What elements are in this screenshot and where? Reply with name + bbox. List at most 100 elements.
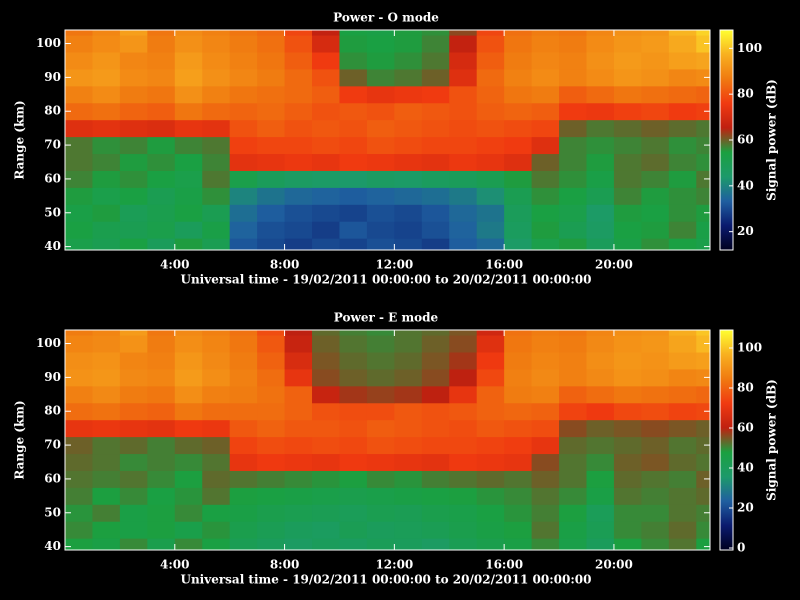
cell <box>174 521 203 539</box>
cell <box>147 204 176 222</box>
cell <box>65 402 93 421</box>
cell <box>284 335 313 353</box>
cell <box>421 221 450 239</box>
cell <box>312 385 340 404</box>
cell <box>668 187 697 205</box>
cell <box>613 402 642 421</box>
cell <box>312 204 340 222</box>
cell <box>394 221 423 239</box>
cell <box>312 68 340 87</box>
cell <box>394 204 423 222</box>
cell <box>586 35 615 53</box>
cell <box>668 352 697 370</box>
cell <box>531 436 560 455</box>
cell <box>641 453 670 471</box>
cell <box>174 335 203 353</box>
cell <box>92 85 121 104</box>
cell <box>696 504 710 522</box>
cell <box>476 153 505 171</box>
cell <box>312 330 340 336</box>
cell <box>174 119 203 138</box>
cell <box>174 35 203 53</box>
cell <box>65 52 93 70</box>
cell <box>559 385 587 404</box>
cell <box>284 352 313 370</box>
cell <box>366 368 395 387</box>
cell <box>476 521 505 539</box>
y-tick-label: 80 <box>44 104 61 118</box>
cell <box>92 153 121 171</box>
cell <box>65 136 93 155</box>
cell <box>586 330 615 336</box>
cell <box>257 470 286 488</box>
cell <box>696 30 710 36</box>
cell <box>504 487 533 505</box>
cell <box>696 68 710 87</box>
cell <box>613 330 642 336</box>
x-tick-label: 12:00 <box>375 258 413 272</box>
cell <box>696 153 710 171</box>
cell <box>229 335 258 353</box>
cell <box>586 470 615 488</box>
cell <box>531 119 560 138</box>
cell <box>366 419 395 438</box>
cell <box>339 487 368 505</box>
cell <box>366 119 395 138</box>
cell <box>119 470 148 488</box>
cell <box>449 238 478 250</box>
cell <box>696 85 710 104</box>
cell <box>257 204 286 222</box>
cell <box>421 419 450 438</box>
cell <box>312 470 340 488</box>
cell <box>613 68 642 87</box>
cell <box>449 30 478 36</box>
y-axis-title: Range (km) <box>13 100 27 179</box>
cell <box>257 487 286 505</box>
cell <box>586 85 615 104</box>
y-tick-label: 80 <box>44 404 61 418</box>
cell <box>65 335 93 353</box>
cell <box>559 419 587 438</box>
cell <box>613 52 642 70</box>
cell <box>421 187 450 205</box>
cell <box>641 436 670 455</box>
cell <box>147 521 176 539</box>
cell <box>586 119 615 138</box>
cell <box>476 368 505 387</box>
colorbar-tick-label: 60 <box>737 133 754 147</box>
cell <box>312 453 340 471</box>
cell <box>119 538 148 550</box>
cell <box>174 153 203 171</box>
cell <box>147 538 176 550</box>
cell <box>92 453 121 471</box>
cell <box>366 538 395 550</box>
cell <box>366 204 395 222</box>
cell <box>339 504 368 522</box>
cell <box>65 521 93 539</box>
cell <box>284 402 313 421</box>
cell <box>92 352 121 370</box>
cell <box>613 102 642 121</box>
cell <box>394 119 423 138</box>
cell <box>504 335 533 353</box>
cell <box>174 102 203 121</box>
cell <box>119 221 148 239</box>
cell <box>119 385 148 404</box>
cell <box>312 119 340 138</box>
cell <box>147 419 176 438</box>
cell <box>531 453 560 471</box>
cell <box>421 335 450 353</box>
cell <box>394 238 423 250</box>
cell <box>284 521 313 539</box>
cell <box>147 385 176 404</box>
cell <box>202 368 231 387</box>
cell <box>366 436 395 455</box>
cell <box>696 187 710 205</box>
x-tick-label: 20:00 <box>595 558 633 572</box>
cell <box>394 385 423 404</box>
cell <box>504 436 533 455</box>
cell <box>119 238 148 250</box>
cell <box>476 504 505 522</box>
cell <box>229 170 258 188</box>
cell <box>668 221 697 239</box>
